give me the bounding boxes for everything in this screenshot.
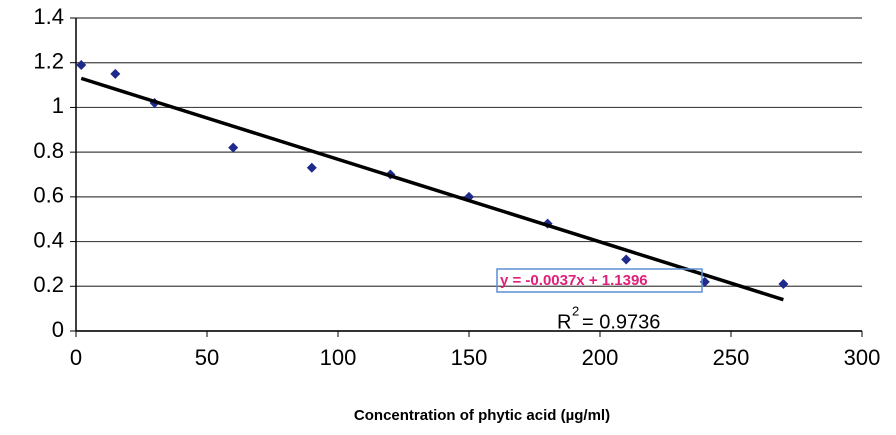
point [621, 254, 632, 265]
y-tick-label: 0.2 [33, 272, 64, 297]
x-tick-label: 200 [582, 345, 619, 370]
x-tick-label: 50 [195, 345, 219, 370]
r2-sup: 2 [572, 303, 579, 318]
trendline-equation: y = -0.0037x + 1.1396 [500, 272, 648, 289]
point [778, 279, 789, 290]
x-tick-label: 250 [713, 345, 750, 370]
trendline [80, 76, 784, 302]
x-tick-label: 100 [320, 345, 357, 370]
y-tick-label: 1.4 [33, 4, 64, 29]
x-tick-label: 0 [70, 345, 82, 370]
point [76, 59, 87, 70]
y-tick-label: 1 [52, 93, 64, 118]
equation-box [496, 268, 703, 293]
y-tick-label: 0.8 [33, 138, 64, 163]
y-tick-label: 0 [52, 317, 64, 342]
r2-value: = 0.9736 [582, 311, 660, 333]
r2-label: R [557, 311, 571, 333]
x-tick-label: 300 [844, 345, 881, 370]
y-tick-label: 0.4 [33, 227, 64, 252]
y-tick-label: 1.2 [33, 49, 64, 74]
x-axis-label: Concentration of phytic acid (µg/ml) [354, 407, 610, 424]
point [306, 162, 317, 173]
point [228, 142, 239, 153]
x-tick-label: 150 [451, 345, 488, 370]
point [110, 68, 121, 79]
y-tick-label: 0.6 [33, 183, 64, 208]
